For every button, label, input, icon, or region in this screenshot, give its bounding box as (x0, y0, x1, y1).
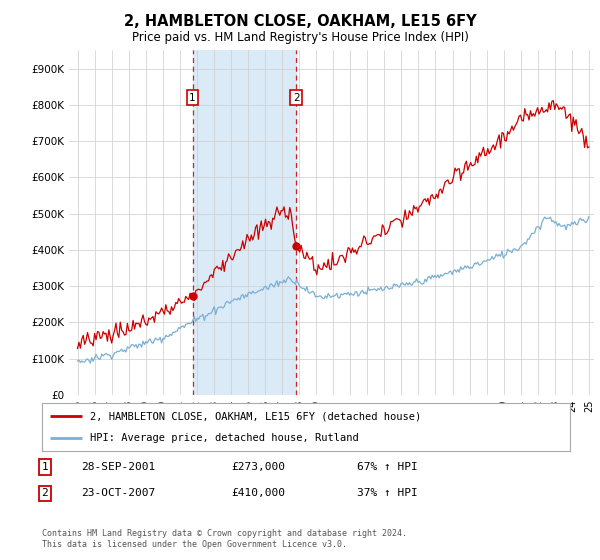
Text: Contains HM Land Registry data © Crown copyright and database right 2024.
This d: Contains HM Land Registry data © Crown c… (42, 529, 407, 549)
Text: 2: 2 (41, 488, 49, 498)
Text: 2, HAMBLETON CLOSE, OAKHAM, LE15 6FY (detached house): 2, HAMBLETON CLOSE, OAKHAM, LE15 6FY (de… (89, 411, 421, 421)
Text: £410,000: £410,000 (231, 488, 285, 498)
Text: 28-SEP-2001: 28-SEP-2001 (81, 462, 155, 472)
Text: £273,000: £273,000 (231, 462, 285, 472)
Text: HPI: Average price, detached house, Rutland: HPI: Average price, detached house, Rutl… (89, 433, 358, 443)
Bar (193, 50, 296, 395)
Text: 37% ↑ HPI: 37% ↑ HPI (357, 488, 418, 498)
Text: 1: 1 (41, 462, 49, 472)
Text: 2: 2 (293, 92, 299, 102)
Text: 1: 1 (189, 92, 196, 102)
Text: Price paid vs. HM Land Registry's House Price Index (HPI): Price paid vs. HM Land Registry's House … (131, 31, 469, 44)
Text: 2, HAMBLETON CLOSE, OAKHAM, LE15 6FY: 2, HAMBLETON CLOSE, OAKHAM, LE15 6FY (124, 14, 476, 29)
Text: 23-OCT-2007: 23-OCT-2007 (81, 488, 155, 498)
Text: 67% ↑ HPI: 67% ↑ HPI (357, 462, 418, 472)
